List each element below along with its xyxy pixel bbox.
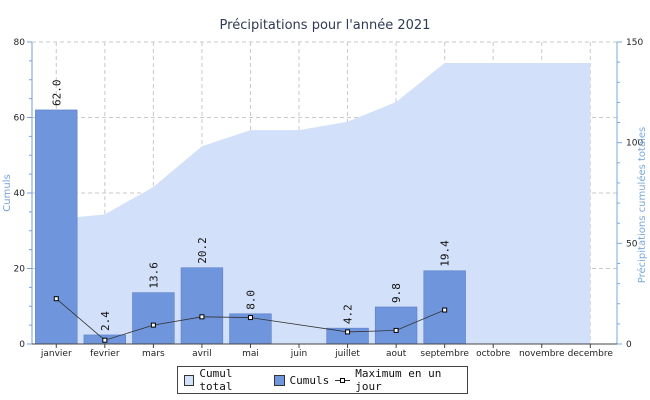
maximum-point [345,329,351,335]
axes: 0 20 40 60 80 0 50 100 150 janvier fevrier mars avri… [14,38,644,359]
y-left-tick-label: 60 [14,114,26,124]
x-tick-label-aout: aout [386,349,407,359]
maximum-point [247,315,253,321]
legend-label: Cumuls [289,373,330,387]
legend-item-cumuls: Cumuls [273,373,330,387]
y-right-tick-label: 50 [626,239,638,249]
maximum-point [150,322,156,328]
y-right-tick-label: 150 [626,38,643,48]
bar-label-mai: 8.0 [244,290,257,310]
y-left-tick-label: 20 [14,265,26,275]
legend-item-cumul-total: Cumul total [184,367,268,393]
y-axis-left-label: Cumuls [2,174,13,211]
legend-swatch-line [335,375,351,386]
legend-swatch-area [184,374,195,386]
x-tick-label-juillet: juillet [334,349,360,359]
y-left-tick-label: 40 [14,189,26,199]
x-tick-label-fevrier: fevrier [90,349,120,359]
bar-label-mars: 13.6 [147,262,160,289]
maximum-point [442,307,448,313]
maximum-point [102,337,108,343]
bar-label-avril: 20.2 [196,237,209,264]
y-left-tick-label: 80 [14,38,26,48]
bar-aout [374,306,418,345]
x-tick-label-janvier: janvier [40,349,72,359]
x-tick-label-avril: avril [192,349,212,359]
x-tick-label-mai: mai [242,349,259,359]
x-tick-label-septembre: septembre [420,349,469,359]
legend-item-maximum: Maximum en un jour [335,367,467,393]
maximum-line [53,296,448,343]
bar-data-labels: 62.0 2.4 13.6 20.2 8.0 4.2 9.8 19.4 [50,79,451,330]
bar-label-janvier: 62.0 [50,79,63,106]
chart-title: Précipitations pour l'année 2021 [220,18,431,33]
maximum-point [199,314,205,320]
legend-swatch-bar [273,374,285,386]
x-tick-label-octobre: octobre [476,349,511,359]
bar-label-aout: 9.8 [390,283,403,303]
y-left-tick-label: 0 [19,340,25,350]
bar-janvier [35,109,78,345]
y-right-tick-label: 0 [626,340,632,350]
legend-label: Cumul total [199,367,233,393]
maximum-point [393,327,399,333]
x-tick-label-juin: juin [290,349,307,359]
maximum-line-path [56,298,445,341]
bar-septembre [423,270,466,345]
x-tick-label-novembre: novembre [519,349,565,359]
bar-mars [132,292,175,345]
bar-label-fevrier: 2.4 [99,311,112,331]
y-right-tick-label: 100 [626,139,643,149]
x-tick-label-decembre: decembre [568,349,614,359]
chart-legend: Cumul total Cumuls Maximum en un jour [177,366,468,394]
maximum-point [53,296,59,302]
y-axis-right-label: Précipitations cumulées totales [636,127,648,284]
legend-label: Maximum en un jour [355,367,442,393]
bar-label-septembre: 19.4 [439,240,452,267]
bar-avril [180,267,224,345]
x-tick-label-mars: mars [142,349,165,359]
bar-label-juillet: 4.2 [342,304,355,324]
